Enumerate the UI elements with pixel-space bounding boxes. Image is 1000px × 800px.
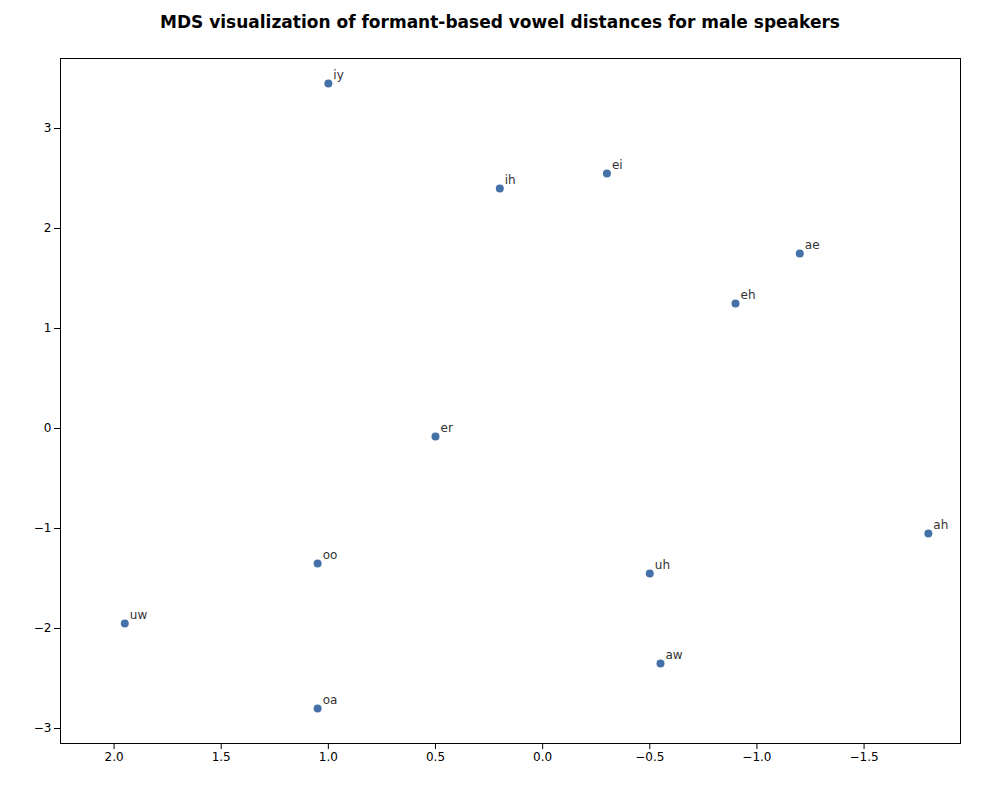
svg-text:0: 0 [44,421,52,435]
svg-text:−0.5: −0.5 [635,750,664,764]
svg-text:uh: uh [655,558,670,572]
svg-text:oa: oa [323,693,338,707]
svg-text:2.0: 2.0 [105,750,124,764]
svg-text:−3: −3 [34,721,52,735]
svg-text:eh: eh [741,288,756,302]
svg-text:1: 1 [44,321,52,335]
svg-text:0.5: 0.5 [426,750,445,764]
svg-text:er: er [441,421,453,435]
svg-text:−1.0: −1.0 [742,750,771,764]
svg-text:iy: iy [333,68,343,82]
svg-text:oo: oo [323,548,338,562]
svg-text:aw: aw [666,648,683,662]
svg-text:ae: ae [805,238,820,252]
svg-text:−1: −1 [34,521,52,535]
svg-text:1.5: 1.5 [212,750,231,764]
svg-text:ih: ih [505,173,516,187]
html-text:MDS visualization of formant-b: MDS visualization of formant-based vowel… [160,12,840,32]
svg-text:ei: ei [612,158,623,172]
svg-text:−1.5: −1.5 [850,750,879,764]
svg-text:0.0: 0.0 [533,750,552,764]
svg-text:ah: ah [933,518,948,532]
svg-text:1.0: 1.0 [319,750,338,764]
svg-text:3: 3 [44,121,52,135]
svg-text:−2: −2 [34,621,52,635]
svg-text:2: 2 [44,221,52,235]
svg-text:uw: uw [130,608,148,622]
